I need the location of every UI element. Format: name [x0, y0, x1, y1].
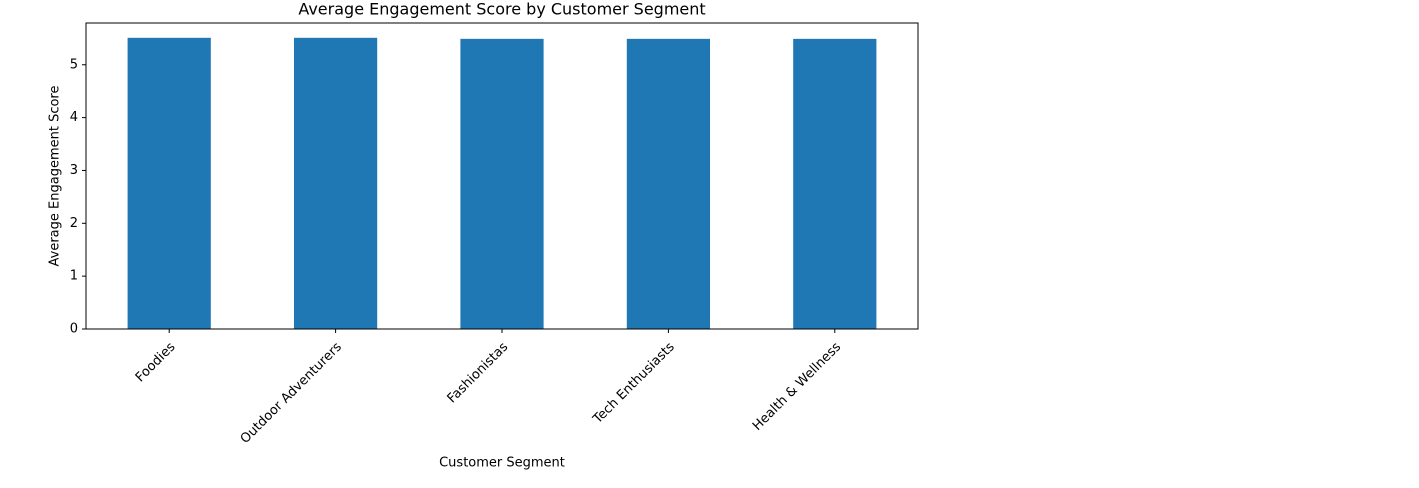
bar [793, 38, 877, 330]
x-tick-label: Outdoor Adventurers [238, 340, 345, 447]
y-tick-label: 0 [70, 322, 78, 337]
y-axis-label: Average Engagement Score [48, 86, 63, 267]
x-tick-label: Health & Wellness [750, 340, 844, 434]
y-tick-label: 4 [70, 110, 78, 125]
y-tick-label: 1 [70, 269, 78, 284]
bar [626, 38, 710, 330]
x-tick-label: Foodies [133, 340, 179, 386]
x-tick-label: Fashionistas [445, 340, 512, 407]
x-tick-label: Tech Enthusiasts [590, 340, 678, 428]
bar [294, 37, 378, 330]
chart-title: Average Engagement Score by Customer Seg… [298, 0, 705, 19]
bar [460, 38, 544, 330]
y-tick-label: 3 [70, 163, 78, 178]
y-tick-label: 5 [70, 57, 78, 72]
x-axis-label: Customer Segment [439, 456, 565, 471]
y-tick-label: 2 [70, 216, 78, 231]
plot-frame [85, 22, 919, 330]
bar [127, 37, 211, 330]
